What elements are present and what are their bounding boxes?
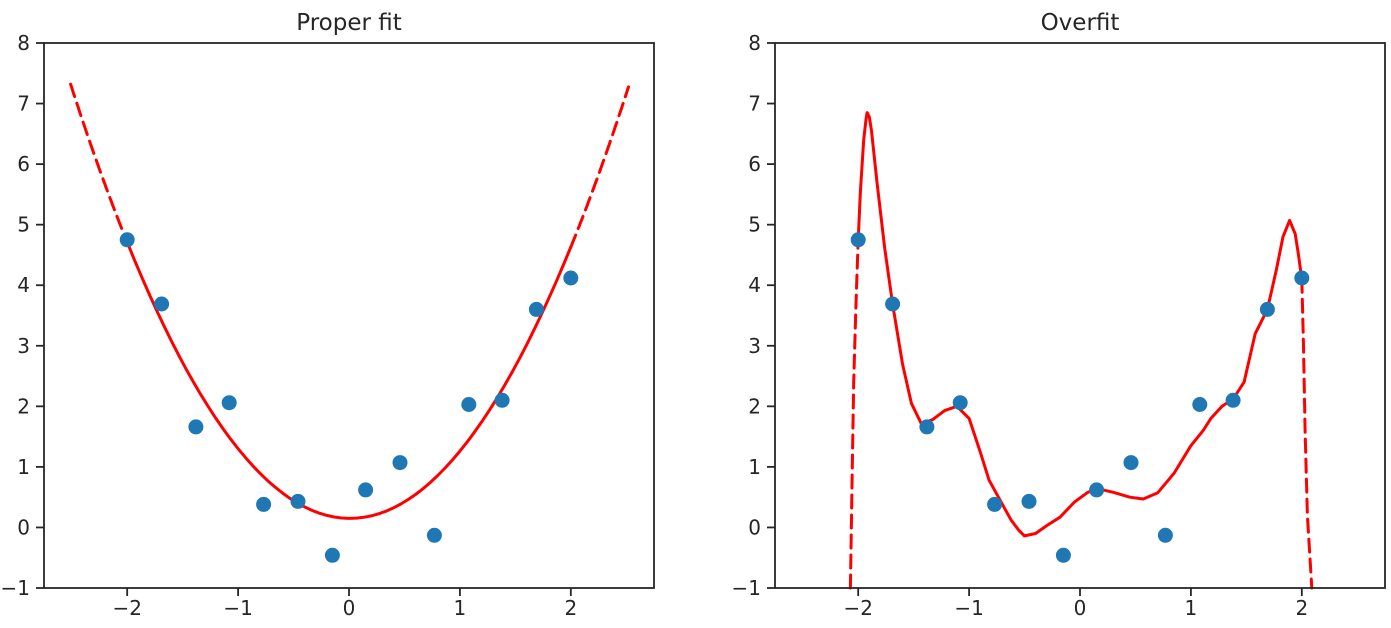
fit-curve-solid	[125, 240, 573, 520]
scatter-point	[850, 232, 866, 248]
scatter-point	[119, 232, 135, 248]
scatter-point	[987, 496, 1003, 512]
scatter-point	[528, 301, 544, 317]
y-tick-label: 8	[17, 31, 30, 55]
scatter-point	[1157, 527, 1173, 543]
y-tick-label: 1	[748, 455, 761, 479]
scatter-point	[461, 397, 477, 412]
scatter-point	[1192, 397, 1208, 412]
fit-curve-solid	[856, 111, 1304, 538]
subplot-title: Proper fit	[296, 10, 402, 36]
y-tick-label: −1	[1, 576, 30, 600]
subplot-0: Proper fit −2 −1 0 1 2 −1 0 1 2 3 4 5 6 7 8	[1, 10, 655, 620]
scatter-point	[1294, 270, 1310, 286]
fit-curve-dashed-extrapolation	[69, 82, 129, 244]
y-tick-label: 6	[748, 152, 761, 176]
scatter-point	[494, 392, 510, 408]
scatter-point	[563, 270, 579, 286]
scatter-point	[154, 296, 170, 312]
scatter-point	[256, 496, 272, 512]
y-tick-label: 8	[748, 31, 761, 55]
axes-frame	[43, 42, 655, 589]
y-tick-label: 2	[17, 394, 30, 418]
fit-curve-dashed-extrapolation	[848, 238, 860, 590]
scatter-point	[1259, 301, 1275, 317]
y-tick-label: 5	[748, 213, 761, 237]
x-tick-label: 1	[1185, 596, 1198, 620]
axes-frame	[774, 42, 1386, 589]
scatter-point	[426, 527, 442, 543]
scatter-point	[885, 296, 901, 312]
subplot-1: Overfit −2 −1 0 1 2 −1 0 1 2 3 4 5 6 7 8	[732, 10, 1386, 620]
y-tick-label: 3	[17, 334, 30, 358]
scatter-point	[290, 493, 306, 509]
scatter-point	[1225, 392, 1241, 408]
y-tick-label: 7	[748, 92, 761, 116]
scatter-point	[1089, 482, 1105, 498]
scatter-point	[188, 419, 204, 435]
y-tick-label: −1	[732, 576, 761, 600]
x-tick-label: 0	[1074, 596, 1087, 620]
scatter-point	[358, 482, 374, 498]
x-tick-label: −1	[954, 596, 983, 620]
scatter-point	[324, 547, 340, 563]
y-tick-label: 5	[17, 213, 30, 237]
x-tick-label: −2	[112, 596, 141, 620]
y-tick-label: 2	[748, 394, 761, 418]
x-tick-label: 1	[454, 596, 467, 620]
y-tick-label: 4	[748, 273, 761, 297]
x-tick-label: 0	[343, 596, 356, 620]
scatter-point	[221, 395, 237, 411]
subplot-title: Overfit	[1041, 10, 1120, 36]
scatter-point	[919, 419, 935, 435]
scatter-point	[1055, 547, 1071, 563]
y-tick-label: 1	[17, 455, 30, 479]
x-tick-label: 2	[564, 596, 577, 620]
scatter-point	[392, 455, 408, 471]
x-tick-label: 2	[1295, 596, 1308, 620]
y-tick-label: 0	[748, 515, 761, 539]
scatter-point	[952, 395, 968, 411]
x-tick-label: −1	[223, 596, 252, 620]
y-tick-label: 0	[17, 515, 30, 539]
y-tick-label: 7	[17, 92, 30, 116]
scatter-point	[1123, 455, 1139, 471]
x-tick-label: −2	[843, 596, 872, 620]
fit-curve-dashed-extrapolation	[1300, 277, 1314, 590]
y-tick-label: 4	[17, 273, 30, 297]
y-tick-label: 3	[748, 334, 761, 358]
scatter-point	[1021, 493, 1037, 509]
fit-curve-dashed-extrapolation	[569, 85, 630, 249]
y-tick-label: 6	[17, 152, 30, 176]
